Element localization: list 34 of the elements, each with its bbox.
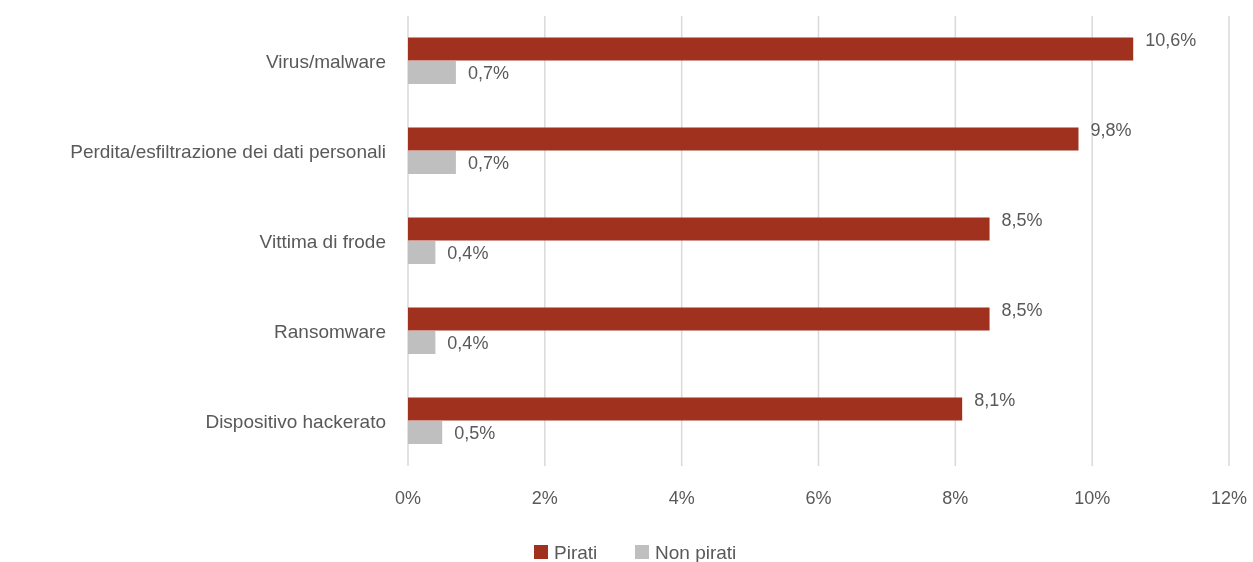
bar — [408, 331, 436, 354]
x-tick-label: 10% — [1074, 488, 1111, 508]
bar — [408, 61, 456, 84]
data-label: 8,5% — [1001, 209, 1043, 230]
x-tick-label: 8% — [942, 488, 969, 508]
data-label: 0,4% — [447, 243, 489, 264]
bar — [408, 217, 990, 241]
bar — [408, 241, 436, 264]
data-label: 9,8% — [1090, 119, 1132, 140]
bar — [408, 127, 1079, 151]
y-tick-label: Ransomware — [274, 320, 386, 342]
bar — [408, 307, 990, 331]
data-label: 8,1% — [974, 389, 1016, 410]
data-label: 0,7% — [467, 63, 509, 84]
x-tick-label: 0% — [394, 488, 422, 508]
bar — [408, 37, 1134, 61]
x-tick-label: 12% — [1210, 488, 1248, 508]
y-tick-label: Dispositivo hackerato — [205, 410, 386, 432]
data-label: 8,5% — [1001, 299, 1043, 320]
data-label: 0,4% — [447, 333, 489, 354]
data-label: 10,6% — [1145, 29, 1197, 50]
y-tick-label: Vittima di frode — [259, 230, 386, 252]
x-tick-label: 4% — [668, 488, 695, 508]
bar — [408, 151, 456, 174]
bar — [408, 421, 443, 444]
data-label: 0,7% — [467, 153, 509, 174]
data-label: 0,5% — [454, 423, 496, 444]
y-tick-label: Virus/malware — [265, 50, 386, 72]
legend-label: Non pirati — [655, 541, 737, 562]
y-tick-label: Perdita/esfiltrazione dei dati personali — [70, 140, 386, 162]
x-tick-label: 2% — [531, 488, 558, 508]
legend-label: Pirati — [554, 541, 598, 562]
x-tick-label: 6% — [805, 488, 832, 508]
bar — [408, 397, 963, 421]
